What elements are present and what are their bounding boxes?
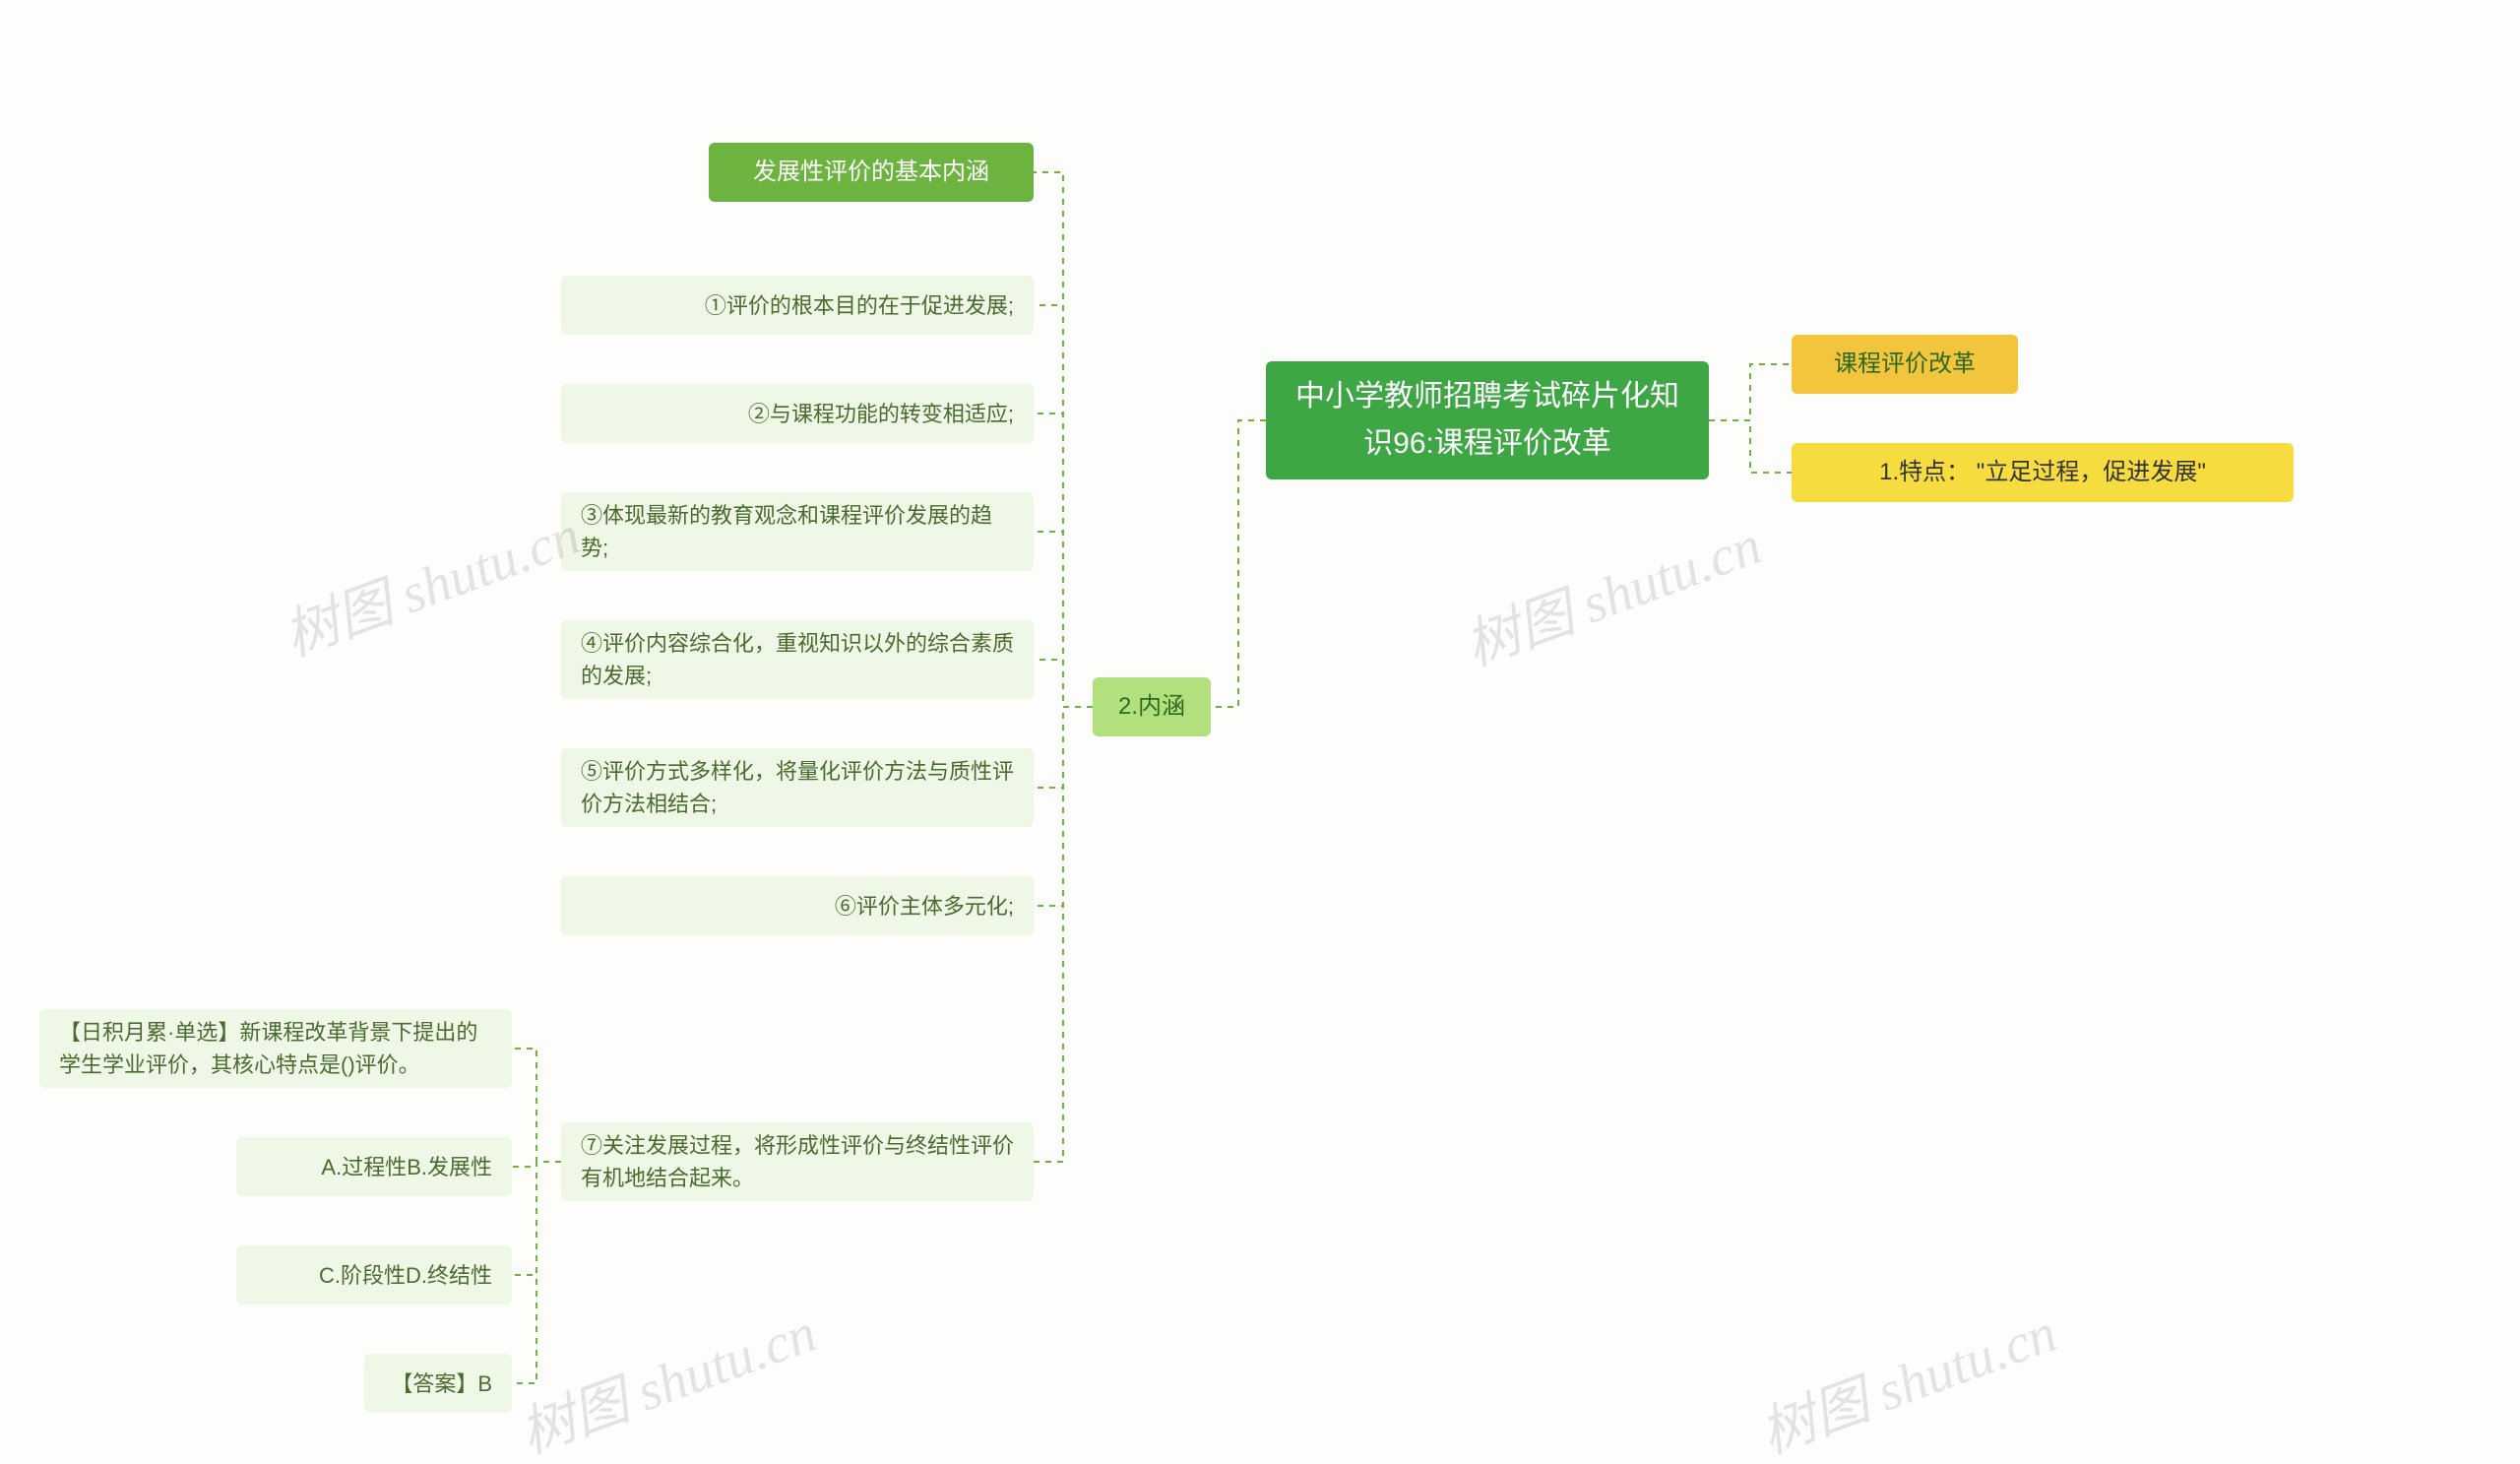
leaf-c4[interactable]: ④评价内容综合化，重视知识以外的综合素质的发展; — [561, 620, 1034, 699]
leaf-c6[interactable]: ⑥评价主体多元化; — [561, 876, 1034, 935]
watermark: 树图 shutu.cn — [508, 1289, 826, 1464]
leaf-question[interactable]: 【日积月累·单选】新课程改革背景下提出的学生学业评价，其核心特点是()评价。 — [39, 1009, 512, 1088]
leaf-c7[interactable]: ⑦关注发展过程，将形成性评价与终结性评价有机地结合起来。 — [561, 1122, 1034, 1201]
node-feature[interactable]: 1.特点： "立足过程，促进发展" — [1792, 443, 2294, 502]
watermark: 树图 shutu.cn — [272, 491, 590, 672]
leaf-c5[interactable]: ⑤评价方式多样化，将量化评价方法与质性评价方法相结合; — [561, 748, 1034, 827]
node-basic-meaning[interactable]: 发展性评价的基本内涵 — [709, 143, 1034, 202]
leaf-option-ab[interactable]: A.过程性B.发展性 — [236, 1137, 512, 1196]
leaf-answer[interactable]: 【答案】B — [364, 1354, 512, 1413]
leaf-c1[interactable]: ①评价的根本目的在于促进发展; — [561, 276, 1034, 335]
leaf-option-cd[interactable]: C.阶段性D.终结性 — [236, 1245, 512, 1305]
node-neihan[interactable]: 2.内涵 — [1093, 677, 1211, 736]
leaf-c2[interactable]: ②与课程功能的转变相适应; — [561, 384, 1034, 443]
connector-layer — [0, 0, 2520, 1464]
node-course-eval-reform[interactable]: 课程评价改革 — [1792, 335, 2018, 394]
watermark: 树图 shutu.cn — [1453, 501, 1771, 682]
watermark: 树图 shutu.cn — [1748, 1289, 2066, 1464]
root-node[interactable]: 中小学教师招聘考试碎片化知识96:课程评价改革 — [1266, 361, 1709, 479]
leaf-c3[interactable]: ③体现最新的教育观念和课程评价发展的趋势; — [561, 492, 1034, 571]
